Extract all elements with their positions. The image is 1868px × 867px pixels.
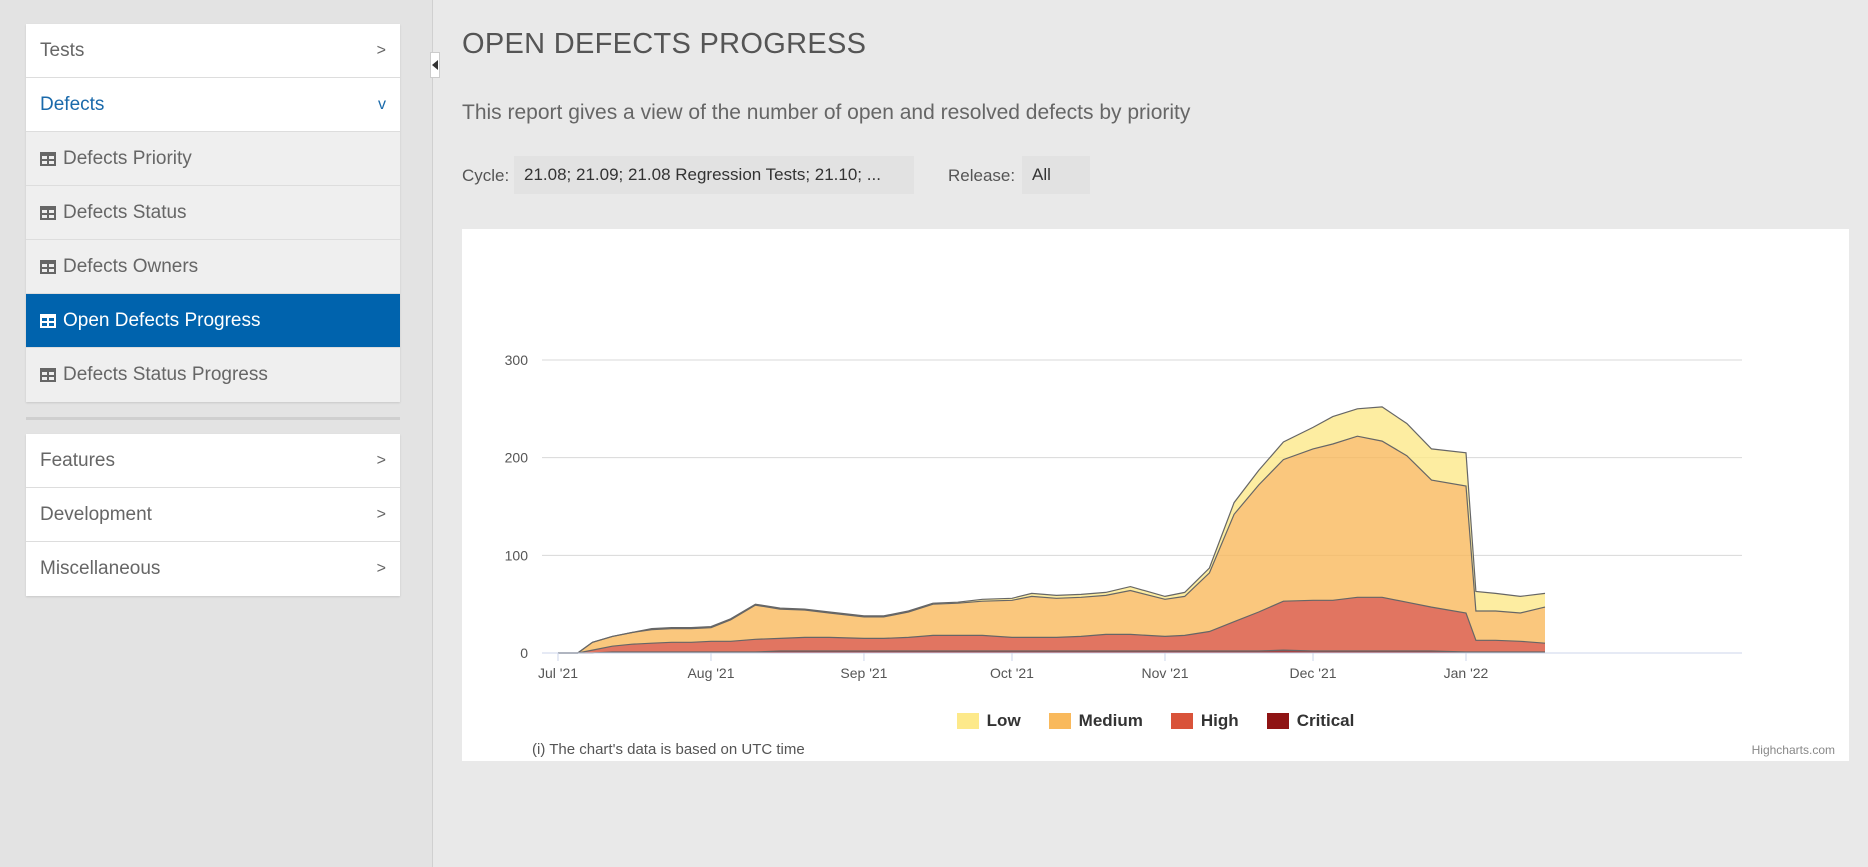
- chart-legend: Low Medium High Critical: [462, 711, 1849, 734]
- nav-item-label: Features: [40, 449, 115, 471]
- series-area-high[interactable]: [558, 597, 1545, 653]
- nav-item-miscellaneous[interactable]: Miscellaneous >: [26, 542, 400, 596]
- series-line-low: [558, 406, 1546, 654]
- legend-swatch: [1266, 713, 1289, 729]
- x-tick-label: Sep '21: [840, 665, 887, 681]
- release-select[interactable]: All: [1022, 156, 1090, 194]
- x-tick-label: Jul '21: [538, 665, 578, 681]
- legend-label: Critical: [1296, 711, 1355, 730]
- x-tick-label: Oct '21: [990, 665, 1034, 681]
- sidebar-item-label: Defects Priority: [63, 147, 192, 169]
- cycle-label: Cycle:: [462, 166, 510, 185]
- nav-item-development[interactable]: Development >: [26, 488, 400, 542]
- nav-item-label: Defects: [40, 93, 105, 115]
- x-tick-label: Jan '22: [1444, 665, 1489, 681]
- nav-item-features[interactable]: Features >: [26, 434, 400, 488]
- series-line-high: [558, 596, 1546, 654]
- page-title: OPEN DEFECTS PROGRESS: [462, 28, 867, 60]
- y-tick-label: 300: [505, 352, 529, 368]
- release-label: Release:: [948, 166, 1016, 185]
- nav-group-main: Tests > Defects v Defects Priority Defec…: [26, 24, 400, 402]
- cycle-select[interactable]: 21.08; 21.09; 21.08 Regression Tests; 21…: [514, 156, 914, 194]
- sidebar-item-open-defects-progress[interactable]: Open Defects Progress: [26, 294, 400, 348]
- chevron-right-icon: >: [376, 560, 386, 577]
- sidebar: Tests > Defects v Defects Priority Defec…: [0, 0, 433, 867]
- chevron-down-icon: v: [378, 95, 386, 113]
- legend-swatch: [956, 713, 979, 729]
- table-icon: [40, 205, 56, 220]
- nav-item-label: Miscellaneous: [40, 558, 161, 579]
- chevron-right-icon: >: [376, 41, 386, 59]
- legend-label: Low: [986, 711, 1021, 730]
- nav-item-label: Tests: [40, 39, 85, 61]
- sidebar-item-defects-status-progress[interactable]: Defects Status Progress: [26, 348, 400, 402]
- x-tick-label: Aug '21: [687, 665, 734, 681]
- nav-item-defects[interactable]: Defects v: [26, 78, 400, 132]
- series-line-medium: [558, 435, 1546, 654]
- legend-label: High: [1200, 711, 1239, 730]
- legend-swatch: [1048, 713, 1071, 729]
- legend-item-medium[interactable]: Medium: [1048, 711, 1143, 731]
- x-tick-label: Dec '21: [1290, 665, 1337, 681]
- sidebar-divider: [26, 417, 400, 420]
- sidebar-item-defects-status[interactable]: Defects Status: [26, 186, 400, 240]
- nav-item-tests[interactable]: Tests >: [26, 24, 400, 78]
- chevron-right-icon: >: [376, 505, 386, 523]
- sidebar-item-label: Defects Owners: [63, 255, 199, 277]
- legend-label: Medium: [1078, 711, 1143, 730]
- sidebar-item-label: Defects Status: [63, 201, 187, 223]
- sidebar-item-defects-priority[interactable]: Defects Priority: [26, 132, 400, 186]
- table-icon: [40, 259, 56, 274]
- sidebar-item-label: Defects Status Progress: [63, 364, 268, 385]
- x-tick-label: Nov '21: [1141, 665, 1188, 681]
- sidebar-item-defects-owners[interactable]: Defects Owners: [26, 240, 400, 294]
- table-icon: [40, 313, 56, 328]
- sidebar-collapse-button[interactable]: [430, 52, 440, 78]
- open-defects-chart: 0 100 200 300 Jul '21 Aug '21 Sep '21 Oct '21 No…: [505, 352, 1742, 681]
- series-area-medium[interactable]: [558, 436, 1545, 653]
- chart-panel: 0 100 200 300 Jul '21 Aug '21 Sep '21 Oct '21 No…: [462, 229, 1849, 761]
- legend-item-critical[interactable]: Critical: [1266, 711, 1355, 731]
- sidebar-item-label: Open Defects Progress: [63, 309, 261, 331]
- caret-left-icon: [432, 60, 438, 70]
- nav-group-secondary: Features > Development > Miscellaneous >: [26, 434, 400, 596]
- utc-note: (i) The chart's data is based on UTC tim…: [532, 741, 805, 758]
- series-line-critical: [558, 649, 1545, 654]
- table-icon: [40, 151, 56, 166]
- chevron-right-icon: >: [376, 451, 386, 469]
- y-tick-label: 100: [505, 547, 529, 563]
- chart-credits-link[interactable]: Highcharts.com: [1751, 743, 1835, 757]
- y-tick-label: 200: [505, 450, 529, 466]
- y-tick-label: 0: [520, 645, 528, 661]
- table-icon: [40, 368, 56, 382]
- page-description: This report gives a view of the number o…: [462, 101, 1191, 124]
- legend-item-high[interactable]: High: [1170, 711, 1239, 731]
- legend-item-low[interactable]: Low: [956, 711, 1021, 731]
- nav-item-label: Development: [40, 503, 152, 525]
- legend-swatch: [1170, 713, 1193, 729]
